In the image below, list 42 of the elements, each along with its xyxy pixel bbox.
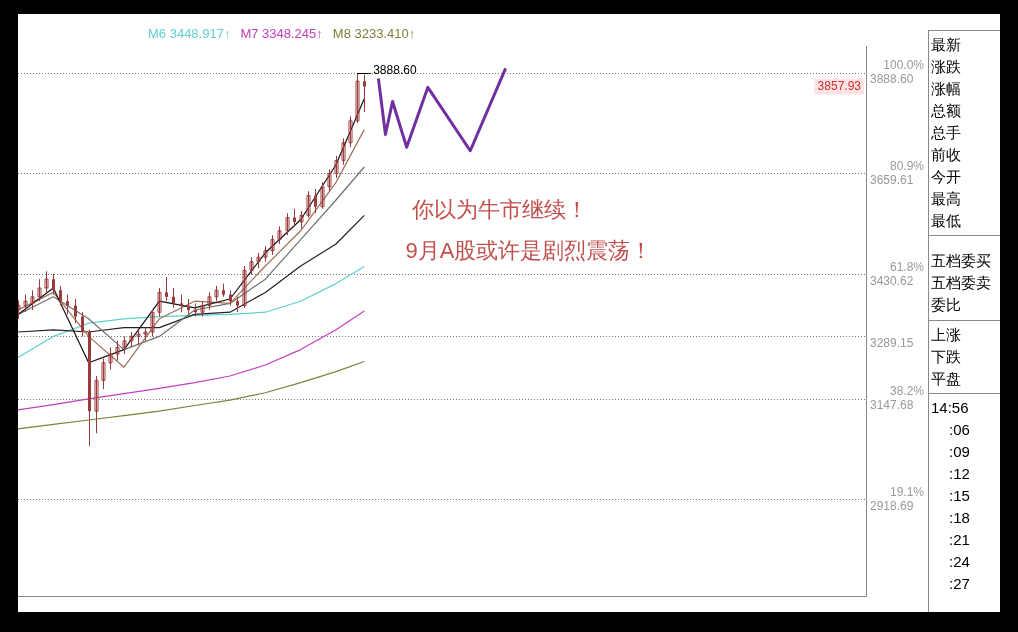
- y-tick-label: 2918.69: [870, 499, 914, 514]
- text: 最新: [931, 35, 962, 55]
- text: :09: [948, 442, 971, 462]
- y2-tick-label: 38.2%: [889, 384, 925, 399]
- y-tick-label: 3430.62: [870, 273, 914, 288]
- text: 最高: [931, 189, 962, 209]
- text: 平盘: [931, 369, 962, 389]
- text: 总手: [931, 123, 962, 143]
- text: 上涨: [931, 325, 962, 345]
- annotation: 3857.93: [817, 78, 862, 93]
- y2-tick-label: 19.1%: [889, 485, 925, 500]
- text: M6 3448.917↑: [148, 26, 231, 41]
- text: 涨跌: [931, 57, 962, 77]
- text: 前收: [931, 145, 962, 165]
- y2-tick-label: 80.9%: [889, 159, 925, 174]
- text: M7 3348.245↑: [240, 26, 323, 41]
- text: 五档委买: [931, 251, 992, 271]
- y2-tick-label: 61.8%: [889, 259, 925, 274]
- text: :12: [948, 464, 971, 484]
- annotation: 3888.60: [373, 63, 417, 78]
- text: 今开: [931, 167, 962, 187]
- y-tick-label: 3289.15: [870, 336, 914, 351]
- text: M8 3233.410↑: [332, 26, 416, 41]
- y-tick-label: 3659.61: [870, 173, 914, 188]
- text: 五档委卖: [931, 273, 992, 293]
- annotation: 你以为牛市继续！: [411, 197, 589, 223]
- annotation: 9月A股或许是剧烈震荡！: [405, 238, 653, 264]
- text: 委比: [931, 295, 962, 315]
- text: 总额: [931, 101, 962, 121]
- y2-tick-label: 100.0%: [883, 58, 925, 73]
- text: :18: [948, 508, 971, 528]
- text: 14:56: [931, 398, 970, 418]
- text: :27: [948, 574, 971, 594]
- text: :24: [948, 552, 971, 572]
- text: 涨幅: [931, 79, 962, 99]
- text: :06: [948, 420, 971, 440]
- text: :15: [948, 486, 971, 506]
- text: :21: [948, 530, 971, 550]
- y-tick-label: 3147.68: [870, 398, 914, 413]
- text: 下跌: [931, 347, 962, 367]
- y-tick-label: 3888.60: [870, 72, 914, 87]
- text: 最低: [931, 211, 962, 231]
